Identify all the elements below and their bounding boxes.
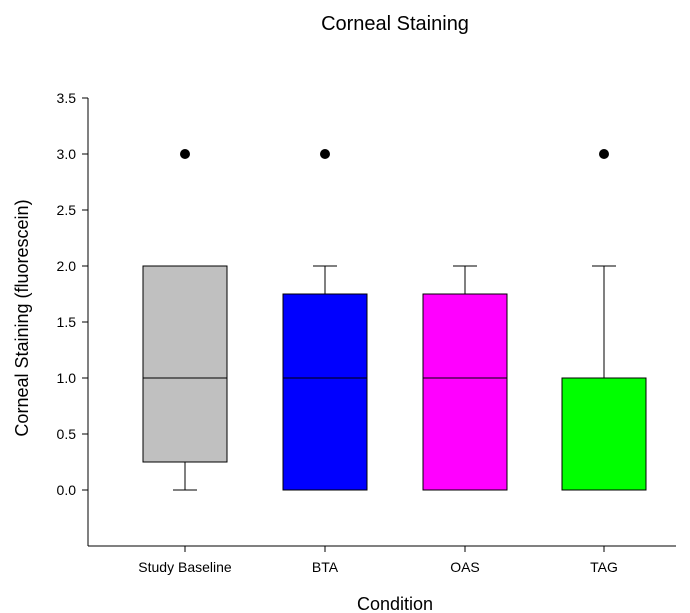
x-tick-label: TAG bbox=[590, 559, 618, 575]
x-tick-label: Study Baseline bbox=[138, 559, 232, 575]
box-group bbox=[282, 149, 368, 491]
y-tick-label: 1.5 bbox=[57, 314, 77, 330]
outlier-point bbox=[180, 149, 190, 159]
outlier-point bbox=[320, 149, 330, 159]
y-tick-label: 0.5 bbox=[57, 426, 77, 442]
box-iqr bbox=[422, 293, 508, 491]
box-group bbox=[561, 149, 647, 491]
y-tick-label: 2.5 bbox=[57, 202, 77, 218]
y-tick-label: 3.0 bbox=[57, 146, 77, 162]
x-tick-label: BTA bbox=[312, 559, 339, 575]
box-group bbox=[422, 265, 508, 491]
y-tick-label: 1.0 bbox=[57, 370, 77, 386]
box-iqr bbox=[282, 293, 368, 491]
chart-title: Corneal Staining bbox=[321, 13, 469, 35]
y-tick-label: 2.0 bbox=[57, 258, 77, 274]
y-tick-label: 0.0 bbox=[57, 482, 77, 498]
box-iqr bbox=[561, 377, 647, 491]
box-iqr bbox=[142, 265, 228, 463]
y-axis-title: Corneal Staining (fluorescein) bbox=[12, 199, 32, 436]
x-tick-label: OAS bbox=[450, 559, 480, 575]
outlier-point bbox=[599, 149, 609, 159]
y-ticks: 0.0 0.5 1.0 1.5 2.0 2.5 3.0 3.5 bbox=[57, 90, 88, 498]
x-axis-title: Condition bbox=[357, 594, 433, 613]
boxes bbox=[142, 149, 647, 491]
box-group bbox=[142, 149, 228, 491]
x-category-labels: Study Baseline BTA OAS TAG bbox=[138, 546, 618, 575]
y-tick-label: 3.5 bbox=[57, 90, 77, 106]
